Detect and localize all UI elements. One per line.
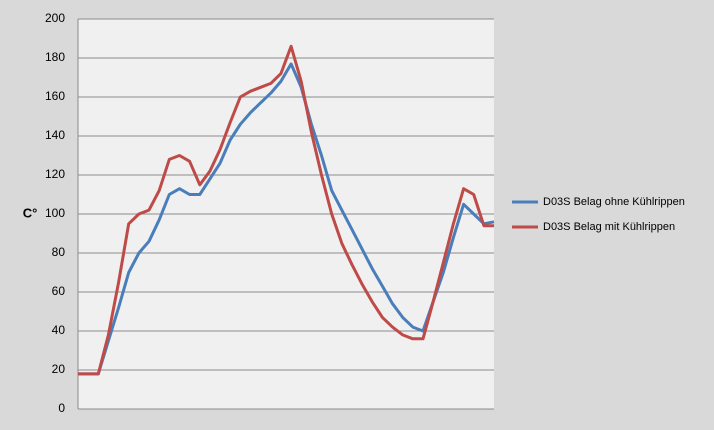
y-tick-label: 140 (45, 128, 65, 142)
y-axis-label: C° (23, 205, 38, 220)
legend-label: D03S Belag ohne Kühlrippen (543, 196, 685, 208)
y-tick-label: 20 (52, 362, 66, 376)
y-tick-label: 100 (45, 206, 65, 220)
y-tick-label: 40 (52, 323, 66, 337)
y-tick-label: 160 (45, 89, 65, 103)
legend-label: D03S Belag mit Kühlrippen (543, 221, 675, 233)
y-tick-label: 180 (45, 50, 65, 64)
y-tick-label: 60 (52, 284, 66, 298)
y-tick-label: 200 (45, 11, 65, 25)
y-tick-label: 0 (58, 401, 65, 415)
y-tick-label: 80 (52, 245, 66, 259)
y-tick-label: 120 (45, 167, 65, 181)
series-line (78, 44, 494, 376)
series-line (78, 62, 495, 376)
